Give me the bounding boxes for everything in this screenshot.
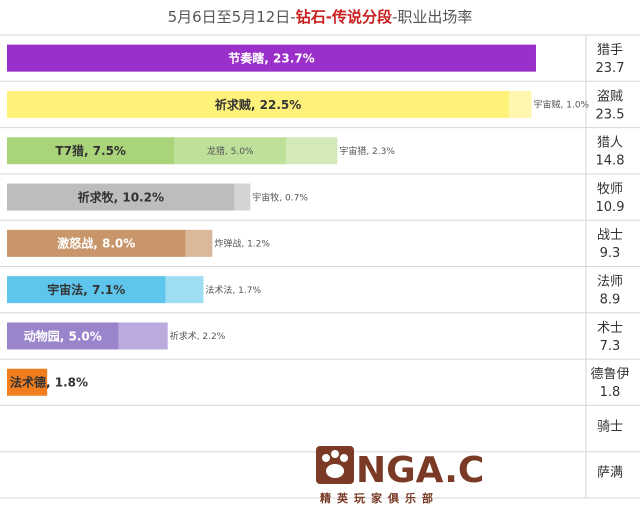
- bar-segment-label: 龙猎, 5.0%: [207, 145, 254, 157]
- bar-segment-label: 宇宙牧, 0.7%: [252, 191, 308, 203]
- bar-segment: [185, 229, 213, 257]
- bar-segment: [7, 276, 166, 304]
- paw-icon: [316, 446, 354, 484]
- bar-segment-label: 宇宙贼, 1.0%: [534, 99, 590, 111]
- class-total-label: 23.5: [596, 107, 625, 122]
- chart-title: 5月6日至5月12日-钻石-传说分段-职业出场率: [0, 6, 640, 27]
- class-total-label: 9.3: [600, 246, 621, 261]
- bar-segment: [165, 276, 204, 304]
- bar-segment: [118, 322, 168, 350]
- class-name-label: 盗贼: [597, 88, 623, 104]
- bar-segment: [7, 90, 510, 118]
- class-total-label: 7.3: [600, 339, 621, 354]
- bar-segment-label: 祈求贼, 22.5%: [215, 97, 301, 112]
- bar-segment: [7, 44, 536, 72]
- bar-segment-label: 炸弹战, 1.2%: [214, 238, 270, 250]
- bar-segment: [7, 229, 186, 257]
- bar-segment-label: 激怒战, 8.0%: [57, 236, 135, 251]
- bar-segment-label: 法术德, 1.8%: [10, 375, 88, 390]
- watermark-logo-text: NGA.CN: [356, 450, 484, 491]
- bar-segment-label: 法术法, 1.7%: [205, 284, 261, 296]
- bar-segment: [234, 183, 251, 211]
- class-name-label: 德鲁伊: [590, 367, 629, 382]
- title-suffix: -职业出场率: [391, 8, 473, 26]
- bar-segment-label: 祈求术, 2.2%: [170, 330, 226, 342]
- title-highlight: 钻石-传说分段: [295, 8, 392, 26]
- class-name-label: 牧师: [597, 182, 623, 197]
- bar-segment: [7, 183, 235, 211]
- class-name-label: 猎手: [597, 43, 623, 58]
- bar-segment: [7, 137, 175, 165]
- class-total-label: 14.8: [596, 154, 625, 169]
- watermark-sub-text: 精英玩家俱乐部: [320, 491, 439, 505]
- nga-watermark-logo: NGA.CN 精英玩家俱乐部: [316, 446, 484, 505]
- class-name-label: 骑士: [597, 419, 623, 434]
- class-name-label: 萨满: [597, 466, 623, 481]
- bar-segment: [7, 368, 48, 396]
- bar-segment: [7, 322, 119, 350]
- class-total-label: 23.7: [596, 61, 625, 76]
- class-total-label: 1.8: [600, 385, 621, 400]
- bar-segment: [286, 137, 338, 165]
- bar-segment-label: 祈求牧, 10.2%: [78, 189, 164, 204]
- class-name-label: 猎人: [597, 136, 623, 151]
- bar-segment-label: 宇宙猎, 2.3%: [339, 145, 395, 157]
- bar-segment-label: 宇宙法, 7.1%: [47, 282, 125, 297]
- class-name-label: 术士: [597, 321, 623, 336]
- bar-segment-label: 节奏瞎, 23.7%: [228, 50, 314, 65]
- class-name-label: 法师: [597, 275, 623, 290]
- class-total-label: 8.9: [600, 293, 621, 308]
- bar-segment: [509, 90, 532, 118]
- bar-segment-label: T7猎, 7.5%: [55, 143, 126, 158]
- bar-segment-label: 动物园, 5.0%: [24, 328, 102, 343]
- title-prefix: 5月6日至5月12日-: [167, 8, 296, 26]
- class-name-label: 战士: [597, 228, 623, 243]
- bar-segment: [174, 137, 286, 165]
- class-total-label: 10.9: [596, 200, 625, 215]
